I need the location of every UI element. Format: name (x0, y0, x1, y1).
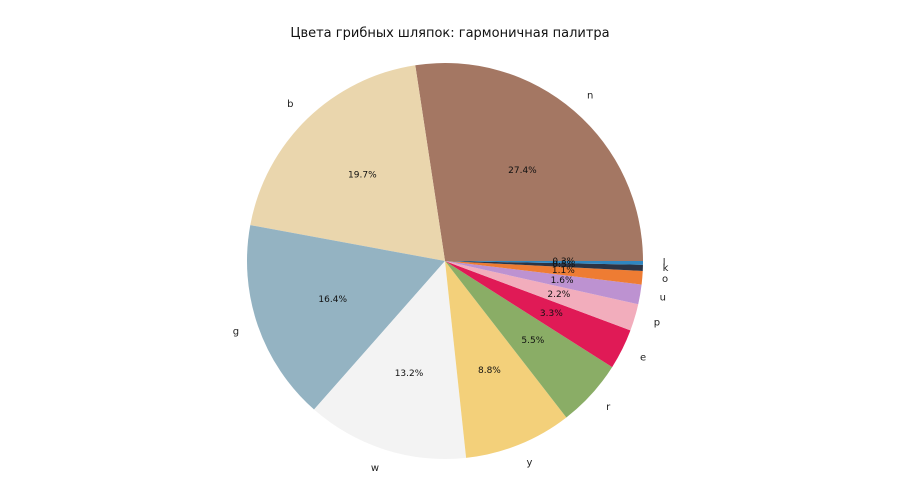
pct-label-u: 1.6% (551, 276, 574, 286)
pie-slices (247, 63, 643, 459)
pie-slice-l (445, 261, 643, 265)
category-label-b: b (287, 99, 293, 110)
category-label-p: p (654, 318, 660, 329)
category-label-n: n (587, 90, 593, 101)
pct-label-k: 0.5% (552, 260, 575, 270)
category-label-u: u (660, 292, 666, 303)
pie-slice-n (415, 63, 643, 262)
pie-slice-p (445, 261, 639, 331)
category-label-r: r (606, 402, 611, 413)
pct-label-w: 13.2% (395, 369, 424, 379)
category-label-o: o (662, 274, 668, 285)
category-label-k: k (663, 263, 669, 274)
pct-label-n: 27.4% (508, 166, 537, 176)
pct-label-r: 5.5% (521, 336, 544, 346)
pct-label-b: 19.7% (348, 171, 377, 181)
category-label-g: g (233, 327, 239, 338)
pct-label-o: 1.1% (552, 266, 575, 276)
pie-slice-e (445, 261, 631, 368)
pie-slice-k (445, 261, 643, 271)
category-label-e: e (640, 353, 646, 364)
pie-labels: 27.4% n 19.7% b 16.4% g 13.2% w 8.8% y 5.5% r 3.3% e 2… (233, 90, 669, 474)
pct-label-p: 2.2% (547, 290, 570, 300)
pie-slice-o (445, 261, 643, 285)
pie-slice-w (314, 261, 467, 459)
pie-slice-y (445, 261, 567, 458)
pie-slice-g (247, 225, 445, 410)
chart-title: Цвета грибных шляпок: гармоничная палитр… (290, 26, 610, 41)
category-label-y: y (526, 458, 532, 469)
category-label-l: l (663, 258, 666, 269)
category-label-w: w (371, 463, 379, 474)
pct-label-e: 3.3% (540, 309, 563, 319)
pct-label-y: 8.8% (478, 366, 501, 376)
pie-slice-u (445, 261, 642, 305)
pct-label-g: 16.4% (318, 295, 347, 305)
pie-slice-b (250, 65, 445, 261)
pie-slice-r (445, 261, 613, 418)
pct-label-l: 0.3% (552, 257, 575, 267)
